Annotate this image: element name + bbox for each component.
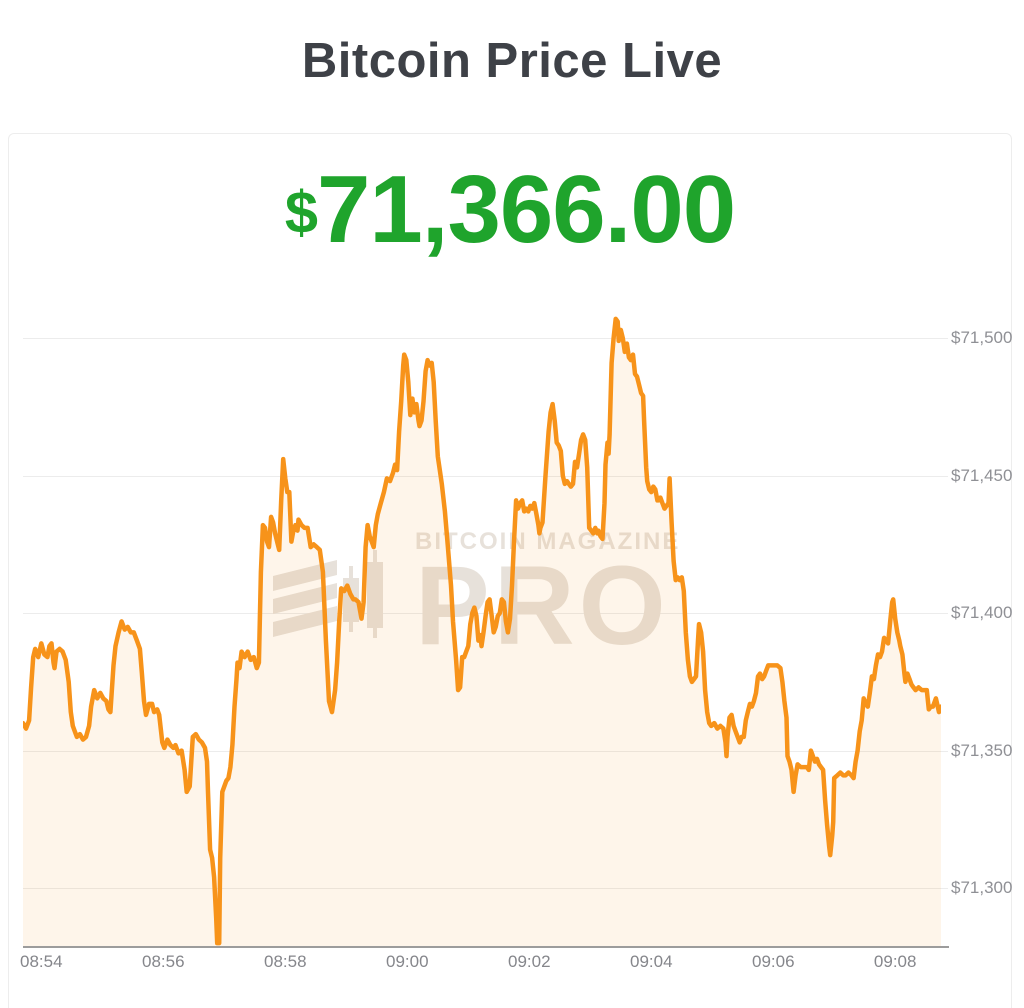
x-axis-line (23, 946, 949, 948)
y-axis-tick-label: $71,300 (951, 878, 1013, 898)
x-axis-tick-label: 09:02 (508, 952, 551, 971)
y-axis-tick-label: $71,400 (951, 603, 1013, 623)
price-area-fill (23, 318, 941, 946)
price-line-plot[interactable] (23, 301, 941, 946)
gridline (23, 475, 948, 477)
x-axis-tick-label: 09:00 (386, 952, 429, 971)
y-axis-tick-label: $71,450 (951, 465, 1013, 485)
current-price: $71,366.00 (9, 159, 1011, 261)
currency-symbol: $ (284, 178, 318, 246)
x-axis-tick-label: 08:58 (264, 952, 307, 971)
gridline (23, 750, 948, 752)
x-axis-tick-label: 08:54 (20, 952, 63, 971)
x-axis-tick-label: 09:08 (873, 952, 917, 971)
gridline (23, 338, 948, 340)
price-chart: BITCOIN MAGAZINE PRO $71,500$71,450$71,4… (9, 134, 1013, 1008)
gridline (23, 888, 948, 890)
chart-card: $71,366.00 BITCOIN MAGAZINE (8, 133, 1012, 1008)
y-axis-tick-label: $71,500 (951, 328, 1013, 348)
y-axis-tick-label: $71,350 (951, 740, 1013, 760)
x-axis-tick-label: 09:06 (752, 952, 795, 971)
price-line (23, 316, 941, 946)
price-value: 71,366.00 (317, 156, 736, 263)
x-axis-tick-label: 08:56 (142, 952, 185, 971)
page-title: Bitcoin Price Live (301, 34, 723, 88)
x-axis-tick-label: 09:04 (630, 952, 673, 971)
